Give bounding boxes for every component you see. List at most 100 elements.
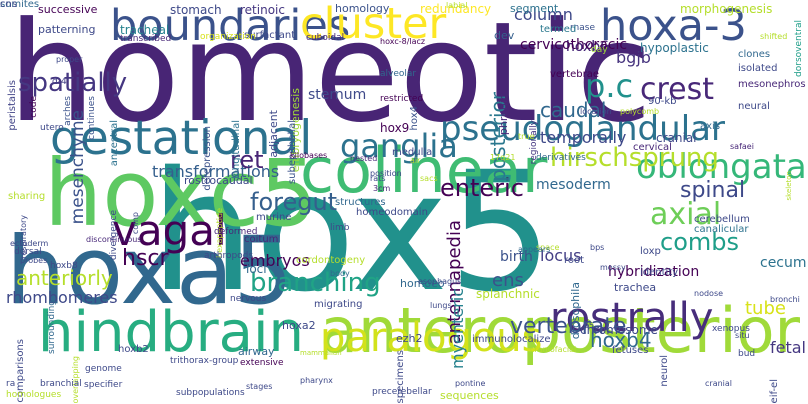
word-ancestral: ancestral — [109, 120, 120, 167]
word-paralogous: paralogous — [320, 315, 543, 361]
word-90-kb: 90-kb — [648, 96, 677, 107]
word-chromosome: chromosome — [580, 323, 658, 337]
word-p-c: p.c — [585, 67, 634, 105]
word-vagal: vagal — [112, 206, 227, 255]
word-gestational: gestational — [50, 111, 313, 166]
word-axis: axis — [700, 121, 721, 132]
word-surfactant: surfactant — [244, 30, 296, 41]
word-transcribed: transcribed — [120, 34, 172, 44]
word-stomach: stomach — [170, 3, 222, 17]
word-crest: crest — [640, 72, 715, 107]
word-ezh2: ezh2 — [396, 332, 423, 345]
word-organization: organization — [200, 32, 256, 42]
word-combs: combs — [660, 228, 739, 256]
word-redundancy: redundancy — [420, 2, 492, 16]
word-hoxa2: hoxa2 — [282, 319, 316, 332]
word-ra: ra — [6, 379, 16, 389]
word-deformed: deformed — [214, 227, 258, 237]
word-medulla: medulla — [392, 147, 433, 158]
word-nervous: nervous — [230, 294, 267, 304]
word-fetal: fetal — [770, 338, 806, 357]
word-arthropods: arthropods — [204, 251, 254, 261]
word-bps: bps — [590, 243, 605, 252]
word-sacs: sacs — [420, 174, 438, 183]
word-vertebrate: vertebrate — [510, 314, 627, 339]
word-isolated: isolated — [738, 63, 778, 74]
word-successive: successive — [38, 3, 98, 16]
word-embryos: embryos — [240, 251, 310, 270]
word-adjacent: adjacent — [267, 110, 280, 158]
word-restricted: restricted — [380, 94, 424, 104]
word-homoeo: homoeo — [400, 277, 445, 290]
word-axial: axial — [650, 197, 722, 232]
word-termed: termed — [540, 24, 577, 35]
word-vertebrae: vertebrae — [550, 69, 599, 80]
word-hoxb6: hoxb6 — [566, 39, 610, 55]
word-space: space — [536, 243, 560, 252]
word-hoxa-3: hoxa-3 — [600, 1, 747, 51]
word-rostrally: rostrally — [550, 295, 714, 341]
word-phrenic: phrenic — [497, 94, 510, 136]
word-lungs: lungs — [430, 301, 452, 310]
word-hoxb8: hoxb8 — [50, 261, 78, 271]
word-body: body — [330, 269, 350, 278]
word-limb: limb — [330, 223, 350, 233]
word-ens: ens — [492, 270, 524, 291]
word-cervical: cervical — [633, 142, 672, 153]
word-ectoderm: ectoderm — [10, 239, 49, 248]
word-cranial: cranial — [656, 131, 697, 145]
word-code: code — [29, 96, 39, 118]
word-polycomb: polycomb — [620, 107, 660, 116]
word-homologues: homologues — [6, 390, 62, 400]
word-shifted: shifted — [760, 32, 788, 41]
word-3cm: 3cm — [373, 184, 391, 193]
word-identity: identity — [640, 267, 679, 278]
word-homeodomain: homeodomain — [356, 207, 428, 218]
word-column: column — [514, 5, 573, 24]
word-fetuses: fetuses — [612, 345, 649, 356]
word-situ: situ — [735, 331, 750, 340]
word-homeotic: homeotic — [8, 0, 652, 153]
word-position: position — [370, 169, 402, 178]
word-boundaries: boundaries — [110, 1, 351, 51]
word-myenteric: myenteric — [448, 288, 467, 369]
word-cluster: cluster — [300, 0, 447, 49]
word-extensive: extensive — [240, 358, 284, 368]
word-loci: loci — [246, 262, 267, 276]
word-probes: probes — [20, 256, 48, 265]
word-hindbrain: hindbrain — [38, 300, 305, 365]
word-cranial: cranial — [705, 379, 733, 388]
word-hirschsprung: hirschsprung — [550, 143, 719, 173]
word-bronchi: bronchi — [770, 295, 800, 304]
word-coitum: coitum — [244, 234, 279, 245]
word-location: location — [580, 107, 612, 116]
word-pseudoglandular: pseudoglandular — [440, 109, 725, 149]
word-pharynx: pharynx — [300, 376, 333, 385]
word-hoxb2: hoxb2 — [118, 344, 149, 355]
word-comp: comp — [131, 212, 140, 235]
word-air: air — [410, 156, 421, 165]
word-craniofacial: craniofacial — [530, 345, 577, 354]
word-temporally: temporally — [540, 128, 627, 147]
word-structures: structures — [335, 197, 386, 208]
word-somites: somites — [0, 0, 40, 10]
word-longitudinal: longitudinal — [231, 120, 242, 179]
word-foregut: foregut — [250, 188, 338, 216]
word-oblongata: oblongata — [636, 147, 807, 187]
word-mossy: mossy — [600, 263, 626, 272]
word-spinal: spinal — [680, 178, 746, 203]
word-peristalsis: peristalsis — [7, 80, 18, 131]
word-neural: neural — [738, 101, 770, 112]
word-branching: branching — [250, 268, 381, 298]
word-dorsal: dorsal — [14, 247, 42, 257]
word-proper: proper — [56, 55, 83, 64]
word-skeleton: skeleton — [785, 171, 793, 201]
word-hoxb4: hoxb4 — [590, 328, 652, 352]
word-continues: continues — [87, 96, 97, 140]
word-airway: airway — [238, 345, 275, 358]
word-sharing: sharing — [8, 191, 46, 202]
word-anteriorly: anteriorly — [16, 266, 113, 290]
word-cuboidal: cuboidal — [306, 33, 345, 43]
word-mesenchyme: mesenchyme — [68, 110, 88, 225]
